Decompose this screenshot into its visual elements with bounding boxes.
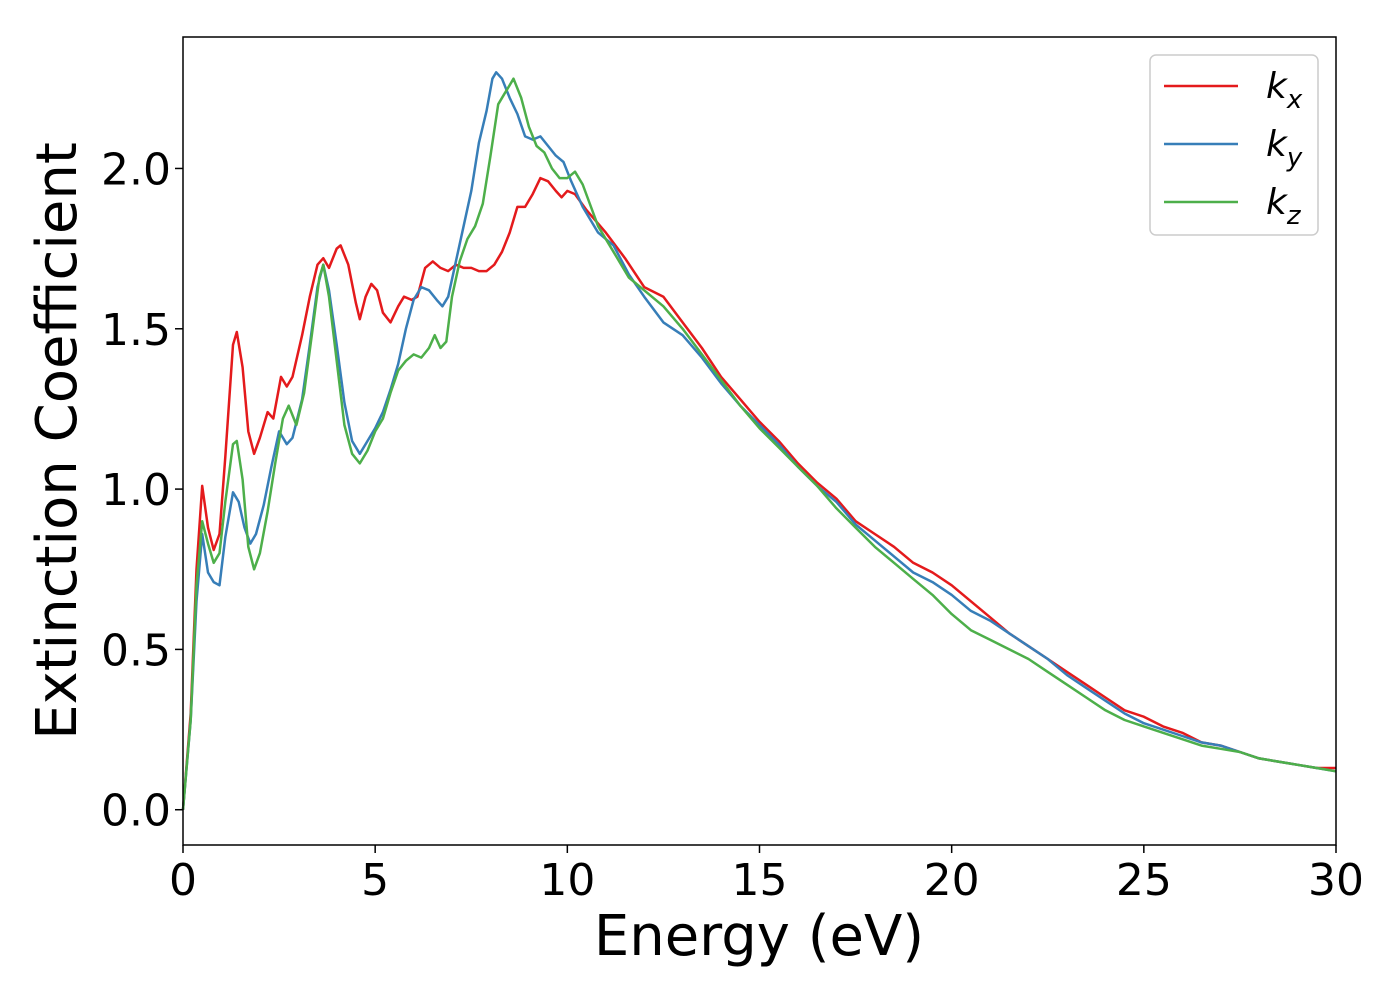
- x-tick-label: 20: [924, 855, 980, 906]
- y-tick-label: 1.5: [101, 305, 171, 356]
- plot-background: [183, 37, 1336, 845]
- x-tick-label: 25: [1116, 855, 1172, 906]
- x-tick-label: 15: [732, 855, 788, 906]
- series-line-y: [181, 71, 1337, 810]
- x-tick-label: 30: [1308, 855, 1364, 906]
- x-tick-label: 5: [361, 855, 389, 906]
- legend: kx ky kz: [1149, 54, 1319, 236]
- x-axis-title: Energy (eV): [594, 904, 924, 969]
- y-axis-title: Extinction Coefficient: [25, 142, 90, 740]
- y-tick-label: 2.0: [101, 144, 171, 195]
- y-axis-ticks: 0.0 0.5 1.0 1.5 2.0: [101, 144, 183, 837]
- y-tick-label: 1.0: [101, 465, 171, 516]
- legend-label-y: ky: [1266, 124, 1303, 173]
- x-tick-label: 0: [169, 855, 197, 906]
- y-tick-label: 0.0: [101, 786, 171, 837]
- legend-label-z: kz: [1266, 182, 1302, 231]
- series-line-z: [181, 77, 1337, 810]
- x-tick-label: 10: [539, 855, 595, 906]
- legend-label-x: kx: [1266, 66, 1303, 115]
- y-tick-label: 0.5: [101, 625, 171, 676]
- series-layer: [181, 71, 1337, 810]
- x-axis-ticks: 0 5 10 15 20 25 30: [169, 845, 1364, 906]
